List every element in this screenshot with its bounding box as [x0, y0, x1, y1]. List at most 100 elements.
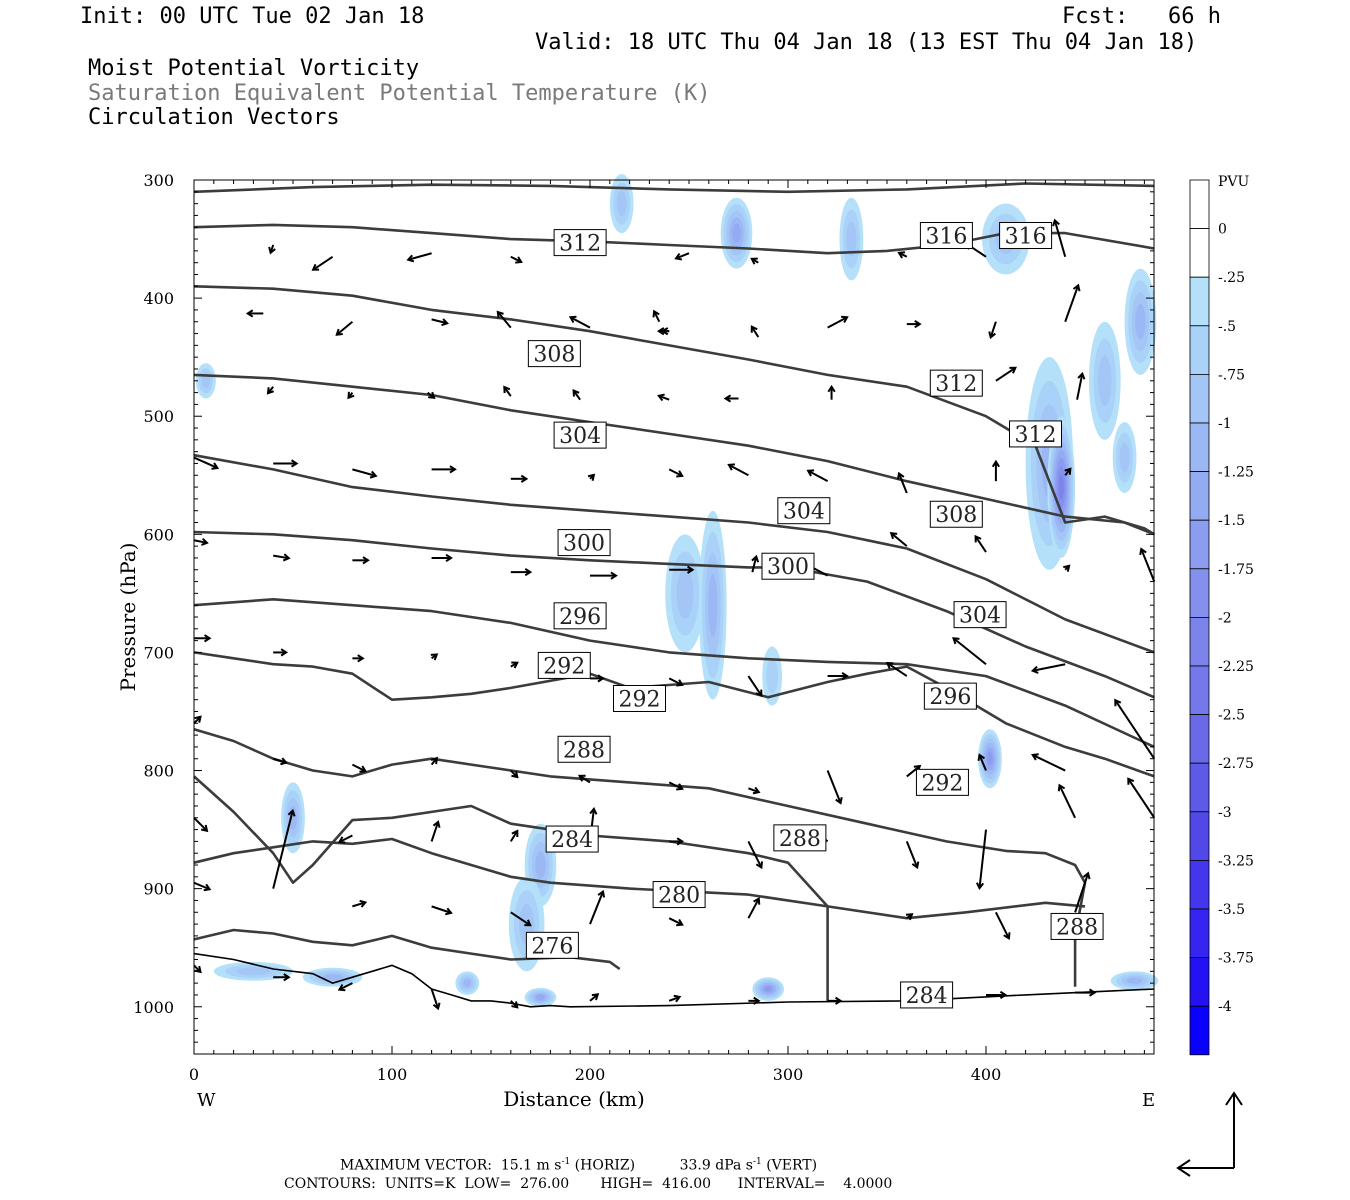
circulation-vector [975, 829, 987, 890]
colorbar-swatch [1189, 568, 1210, 618]
pv-patch [201, 373, 211, 389]
circulation-vector [1064, 467, 1072, 476]
colorbar-swatch [1189, 1005, 1210, 1056]
svg-text:316: 316 [925, 225, 967, 250]
theta-e-contour-280 [193, 837, 1086, 920]
theta-e-contour-292 [193, 651, 1155, 778]
circulation-vector [311, 255, 334, 271]
y-tick-label: 600 [143, 525, 174, 544]
colorbar-level-label: -3 [1218, 805, 1232, 821]
svg-text:296: 296 [929, 685, 971, 710]
pv-patch [1058, 474, 1064, 500]
circulation-vector [572, 389, 581, 401]
circulation-vector [193, 537, 209, 546]
circulation-vector [1031, 753, 1066, 772]
circulation-vector [272, 808, 296, 889]
circulation-vector [995, 911, 1011, 940]
colorbar-swatch [1189, 325, 1210, 375]
pv-patch [536, 994, 545, 1001]
contour-label: 308 [527, 340, 581, 368]
svg-text:276: 276 [531, 934, 573, 959]
x-tick-label: 400 [971, 1065, 1002, 1084]
circulation-vector [431, 318, 450, 327]
y-tick-label: 1000 [133, 998, 174, 1017]
theta-e-contour-316 [193, 223, 1155, 255]
axes-layer: 300 400 500 600 700 800 900 1000 0 100 200 300 400 W E… [116, 171, 1155, 1111]
contour-label: 292 [613, 684, 666, 712]
circulation-vector [589, 889, 606, 925]
circulation-vector [1075, 988, 1097, 997]
circulation-vector [273, 973, 291, 982]
colorbar-level-label: -3.75 [1218, 951, 1254, 967]
y-tick-label: 500 [143, 407, 174, 426]
circulation-vector [986, 990, 1008, 1000]
circulation-vector [266, 386, 274, 395]
pv-patch [1119, 442, 1130, 473]
x-axis-label: Distance (km) [503, 1087, 645, 1111]
circulation-vector [193, 881, 212, 892]
pv-patch [1135, 304, 1146, 340]
svg-text:304: 304 [959, 604, 1001, 629]
contour-label: 296 [923, 682, 977, 710]
pv-patch [846, 221, 857, 257]
horiz-unit: (HORIZ) [574, 1157, 636, 1174]
svg-text:300: 300 [767, 555, 809, 580]
circulation-vector [750, 257, 759, 265]
circulation-vector [668, 917, 684, 927]
x-tick-label: 100 [377, 1065, 408, 1084]
terrain-layer [193, 952, 1155, 1008]
circulation-vector [1030, 663, 1066, 674]
pv-patch [616, 190, 627, 217]
circulation-vector [1127, 777, 1156, 819]
circulation-vector [1052, 218, 1067, 258]
x-tick-label: 300 [773, 1065, 804, 1084]
circulation-vector [431, 905, 453, 916]
circulation-vector [748, 786, 761, 795]
circulation-vector [668, 468, 684, 478]
x-end-label-east: E [1142, 1090, 1155, 1111]
circulation-vector [510, 1000, 519, 1009]
circulation-vector [347, 391, 355, 400]
circulation-vector [806, 469, 829, 483]
circulation-vector [896, 471, 908, 494]
vert-exp: -1 [752, 1157, 762, 1167]
colorbar-swatch [1189, 373, 1210, 424]
y-tick-label: 800 [143, 762, 174, 781]
svg-text:312: 312 [559, 232, 601, 257]
theta-e-contour-308 [193, 373, 1155, 536]
contour-label: 284 [545, 825, 599, 853]
circulation-vector [430, 988, 441, 1011]
circulation-vector [747, 840, 764, 870]
theta-e-contour-284 [193, 775, 829, 1001]
svg-text:308: 308 [533, 343, 575, 368]
reference-vector-icon [1176, 1091, 1243, 1177]
colorbar-level-label: -2.5 [1218, 708, 1245, 724]
circulation-vector [352, 899, 368, 908]
circulation-vector [652, 309, 661, 323]
colorbar-level-label: -1.5 [1218, 513, 1245, 529]
colorbar-swatch [1189, 617, 1210, 667]
colorbar-unit: PVU [1218, 174, 1250, 190]
colorbar-swatch [1189, 519, 1210, 570]
circulation-vector [273, 459, 299, 468]
circulation-vector [496, 310, 512, 329]
pv-patch [708, 573, 718, 637]
pv-patch [732, 223, 741, 243]
circulation-vector [827, 996, 843, 1005]
svg-text:288: 288 [563, 738, 605, 763]
circulation-vector [827, 671, 849, 681]
y-tick-label: 300 [143, 171, 174, 190]
circulation-vector [669, 565, 695, 574]
svg-text:292: 292 [619, 687, 661, 712]
circulation-vector [988, 321, 997, 340]
colorbar-swatch [1189, 762, 1210, 813]
circulation-vector [952, 637, 987, 666]
svg-text:296: 296 [559, 605, 601, 630]
colorbar-swatch [1189, 860, 1210, 910]
theta-e-contour-300 [193, 530, 1155, 699]
contour-label: 316 [999, 222, 1053, 250]
contour-label: 288 [773, 824, 827, 852]
svg-text:300: 300 [563, 532, 605, 557]
circulation-vector [509, 829, 519, 842]
